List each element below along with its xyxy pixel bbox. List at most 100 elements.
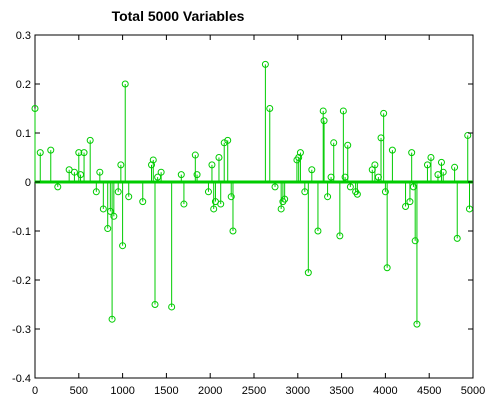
x-tick-label: 2000 (198, 385, 222, 397)
stem-marker (210, 205, 218, 213)
y-tick-label: 0.1 (16, 128, 31, 140)
stem-marker (296, 149, 304, 157)
stem-marker (319, 107, 327, 115)
stem-marker (31, 105, 39, 112)
x-tick-label: 2500 (242, 385, 266, 397)
x-tick-label: 3000 (286, 385, 310, 397)
stem-marker (324, 193, 332, 201)
stem-marker (336, 232, 344, 240)
stem-marker (437, 158, 445, 166)
stem-marker (80, 149, 88, 157)
stem-marker (47, 146, 55, 154)
x-axis: 0 500 1000 1500 2000 2500 3000 3500 4000 4500 5000 (32, 35, 485, 397)
stem-marker (224, 136, 232, 144)
y-tick-label: -0.3 (12, 324, 31, 336)
y-tick-label: -0.2 (12, 275, 31, 287)
stem-marker (388, 146, 396, 154)
stem-marker (371, 161, 379, 169)
stem-marker (121, 80, 129, 88)
stem-marker (427, 154, 435, 161)
stem-marker (439, 168, 447, 176)
stem-marker (409, 183, 417, 191)
stem-marker (413, 320, 421, 328)
stem-marker (215, 154, 223, 161)
stem-marker (204, 188, 212, 196)
stem-marker (453, 234, 461, 242)
plot-area (34, 34, 474, 379)
stem-marker (151, 301, 159, 308)
stem-marker (408, 149, 416, 157)
stem-marker (114, 188, 122, 196)
x-tick-label: 1500 (154, 385, 178, 397)
y-tick-label: 0.3 (16, 30, 31, 42)
stem-marker (266, 105, 274, 112)
stem-marker (281, 195, 289, 203)
stem-marker (139, 198, 147, 206)
stem-marker (229, 227, 237, 235)
stem-marker (104, 225, 112, 233)
stem-marker (117, 161, 125, 169)
stem-marker (217, 200, 225, 208)
stem-marker (154, 173, 162, 181)
stem-marker (344, 141, 352, 149)
stem-marker (193, 171, 201, 179)
x-tick-label: 4000 (373, 385, 397, 397)
x-tick-label: 4500 (417, 385, 441, 397)
stem-marker (86, 136, 94, 144)
stem-marker (304, 269, 312, 277)
stem-marker (308, 166, 316, 174)
stem-marker (277, 205, 285, 213)
stem-markers (31, 60, 473, 328)
stem-marker (271, 183, 279, 191)
stem-marker (374, 173, 382, 181)
y-tick-label: -0.1 (12, 226, 31, 238)
stem-marker (36, 149, 44, 157)
stem-marker (339, 107, 347, 115)
stem-marker (148, 161, 156, 169)
stem-marker (92, 188, 100, 196)
stem-marker (346, 183, 354, 191)
stem-marker (261, 60, 269, 68)
stem-marker (423, 161, 431, 169)
stem-marker (341, 173, 349, 181)
stem-marker (125, 193, 133, 201)
y-tick-label: 0 (25, 177, 31, 189)
stem-marker (96, 168, 104, 176)
stem-marker (177, 171, 185, 179)
stem-marker (220, 139, 228, 147)
stem-marker (75, 149, 83, 157)
stem-marker (108, 315, 116, 323)
y-tick-label: -0.4 (12, 373, 31, 385)
stem-marker (327, 173, 335, 181)
stem-marker (168, 303, 176, 311)
stem-marker (402, 203, 410, 210)
stem-marker (191, 151, 199, 159)
stem-marker (320, 117, 328, 125)
stem-marker (465, 205, 473, 213)
stem-marker (157, 168, 165, 176)
stem-marker (119, 242, 127, 250)
stem-marker (99, 205, 107, 213)
stem-marker (451, 163, 459, 171)
stem-marker (70, 168, 78, 176)
stem-marker (353, 190, 361, 198)
stem-marker (227, 193, 235, 201)
stem-marker (464, 131, 472, 139)
stem-marker (383, 264, 391, 272)
stem-marker (106, 207, 114, 215)
x-tick-label: 3500 (329, 385, 353, 397)
x-tick-label: 1000 (110, 385, 134, 397)
stem-marker (149, 156, 157, 164)
x-tick-label: 500 (70, 385, 88, 397)
stem-marker (377, 134, 385, 142)
chart-title: Total 5000 Variables (112, 8, 245, 24)
stem-marker (208, 161, 216, 169)
stem-marker (411, 237, 419, 245)
stem-marker (406, 198, 414, 206)
stem-marker (380, 109, 388, 117)
stem-marker (77, 171, 85, 179)
y-tick-label: 0.2 (16, 79, 31, 91)
stem-marker (180, 200, 188, 208)
stem-marker (314, 227, 322, 235)
